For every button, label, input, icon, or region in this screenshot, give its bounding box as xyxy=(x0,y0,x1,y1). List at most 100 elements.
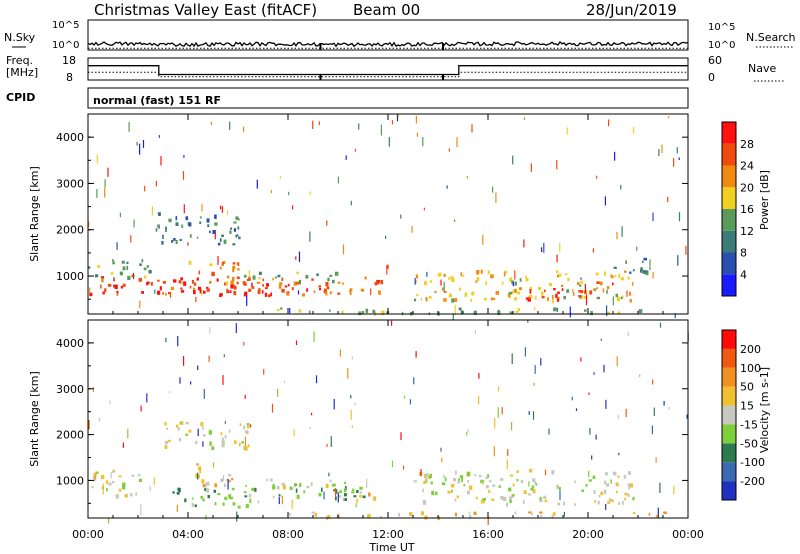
heat-cell-4 xyxy=(185,216,189,221)
heat-cell-11 xyxy=(640,269,642,273)
heat-cell-2 xyxy=(249,498,252,504)
heat-cell-7 xyxy=(525,275,527,278)
colorbar-swatch xyxy=(722,187,736,209)
noise-mark xyxy=(209,327,211,334)
heat-cell-6 xyxy=(606,483,610,487)
heat-cell-7 xyxy=(451,298,455,303)
noise-mark xyxy=(441,457,443,463)
heat-cell-7 xyxy=(546,297,549,301)
heat-cell-0 xyxy=(380,280,384,285)
colorbar-swatch xyxy=(722,348,736,368)
colorbar-swatch xyxy=(722,252,736,275)
heat-cell-7 xyxy=(529,286,532,291)
heat-cell-7 xyxy=(624,270,627,273)
noise-mark xyxy=(605,504,607,510)
heat-cell-7 xyxy=(425,298,428,302)
heat-cell-6 xyxy=(509,496,512,500)
heat-cell-7 xyxy=(531,513,533,516)
colorbar-tick-label: 200 xyxy=(740,343,761,356)
noise-mark xyxy=(659,322,662,328)
noise-mark xyxy=(214,232,216,240)
noise-mark xyxy=(596,175,598,179)
heat-cell-1 xyxy=(243,425,245,430)
heat-cell-2 xyxy=(226,288,229,294)
colorbar-swatch xyxy=(722,424,736,444)
heat-cell-3 xyxy=(223,260,226,264)
heat-cell-5 xyxy=(269,478,273,482)
heat-cell-6 xyxy=(557,502,561,506)
noise-mark xyxy=(149,486,151,491)
heat-cell-4 xyxy=(217,242,221,246)
heat-cell-0 xyxy=(108,482,112,486)
velocity-colorbar: 200 100 50 15 -15 -50 -100 -200 xyxy=(721,329,765,501)
noise-mark xyxy=(208,355,210,362)
heat-cell-7 xyxy=(614,275,617,278)
heat-cell-6 xyxy=(423,480,426,484)
noise-mark xyxy=(467,429,469,433)
nsearch-tick-bottom: 10^0 xyxy=(708,40,735,51)
heat-cell-8 xyxy=(578,290,582,293)
noise-mark xyxy=(620,184,622,190)
heat-cell-4 xyxy=(214,484,218,488)
heat-cell-5 xyxy=(244,274,247,278)
noise-mark xyxy=(350,394,352,399)
noise-mark xyxy=(494,417,496,429)
noise-mark xyxy=(89,287,91,294)
heat-cell-10 xyxy=(381,310,385,315)
heat-cell-6 xyxy=(451,483,455,488)
noise-mark xyxy=(108,517,110,524)
noise-mark xyxy=(588,392,590,395)
noise-mark xyxy=(355,503,357,508)
heat-cell-0 xyxy=(329,291,332,295)
noise-mark xyxy=(466,176,468,179)
noise-mark xyxy=(512,282,514,287)
heat-cell-3 xyxy=(334,496,337,501)
nave-tick-bottom: 0 xyxy=(708,71,715,84)
heat-cell-3 xyxy=(188,260,192,265)
heat-cell-3 xyxy=(251,487,255,491)
noise-mark xyxy=(160,156,162,166)
heat-cell-5 xyxy=(334,271,337,276)
noise-mark xyxy=(142,140,145,148)
noise-mark xyxy=(212,462,215,468)
noise-mark xyxy=(409,399,411,405)
heat-cell-1 xyxy=(178,437,182,442)
noise-mark xyxy=(420,469,422,477)
noise-mark xyxy=(309,191,311,195)
heat-cell-6 xyxy=(544,499,548,502)
heat-cell-7 xyxy=(443,290,447,293)
heat-cell-7 xyxy=(627,276,630,280)
heat-cell-7 xyxy=(327,515,331,519)
noise-mark xyxy=(183,155,185,158)
power-yticks: 4000 3000 2000 1000 xyxy=(56,131,688,300)
noise-mark xyxy=(222,475,225,481)
heat-cell-7 xyxy=(578,295,580,298)
heat-cell-0 xyxy=(157,290,161,295)
noise-mark xyxy=(446,185,448,189)
heat-cell-0 xyxy=(131,474,135,477)
x-tick-label: 12:00 xyxy=(372,528,404,541)
power-background xyxy=(88,114,688,314)
heat-cell-11 xyxy=(641,260,644,263)
heat-cell-3 xyxy=(296,494,300,499)
heat-cell-0 xyxy=(180,277,183,281)
heat-cell-6 xyxy=(535,483,538,486)
noise-mark xyxy=(279,176,281,179)
noise-mark xyxy=(96,189,98,198)
heat-cell-1 xyxy=(104,288,107,293)
heat-cell-7 xyxy=(633,511,636,515)
heat-cell-4 xyxy=(233,228,237,232)
heat-cell-7 xyxy=(415,274,419,279)
noise-mark xyxy=(337,176,339,184)
noise-mark xyxy=(270,190,272,194)
heat-cell-6 xyxy=(512,483,515,487)
heat-cell-6 xyxy=(487,474,490,478)
heat-cell-2 xyxy=(193,290,196,295)
heat-cell-2 xyxy=(237,505,241,509)
heat-cell-6 xyxy=(427,475,431,480)
noise-mark xyxy=(652,379,654,385)
heat-cell-9 xyxy=(596,281,600,284)
noise-mark xyxy=(575,408,578,411)
noise-mark xyxy=(315,375,318,384)
noise-mark xyxy=(544,469,547,476)
